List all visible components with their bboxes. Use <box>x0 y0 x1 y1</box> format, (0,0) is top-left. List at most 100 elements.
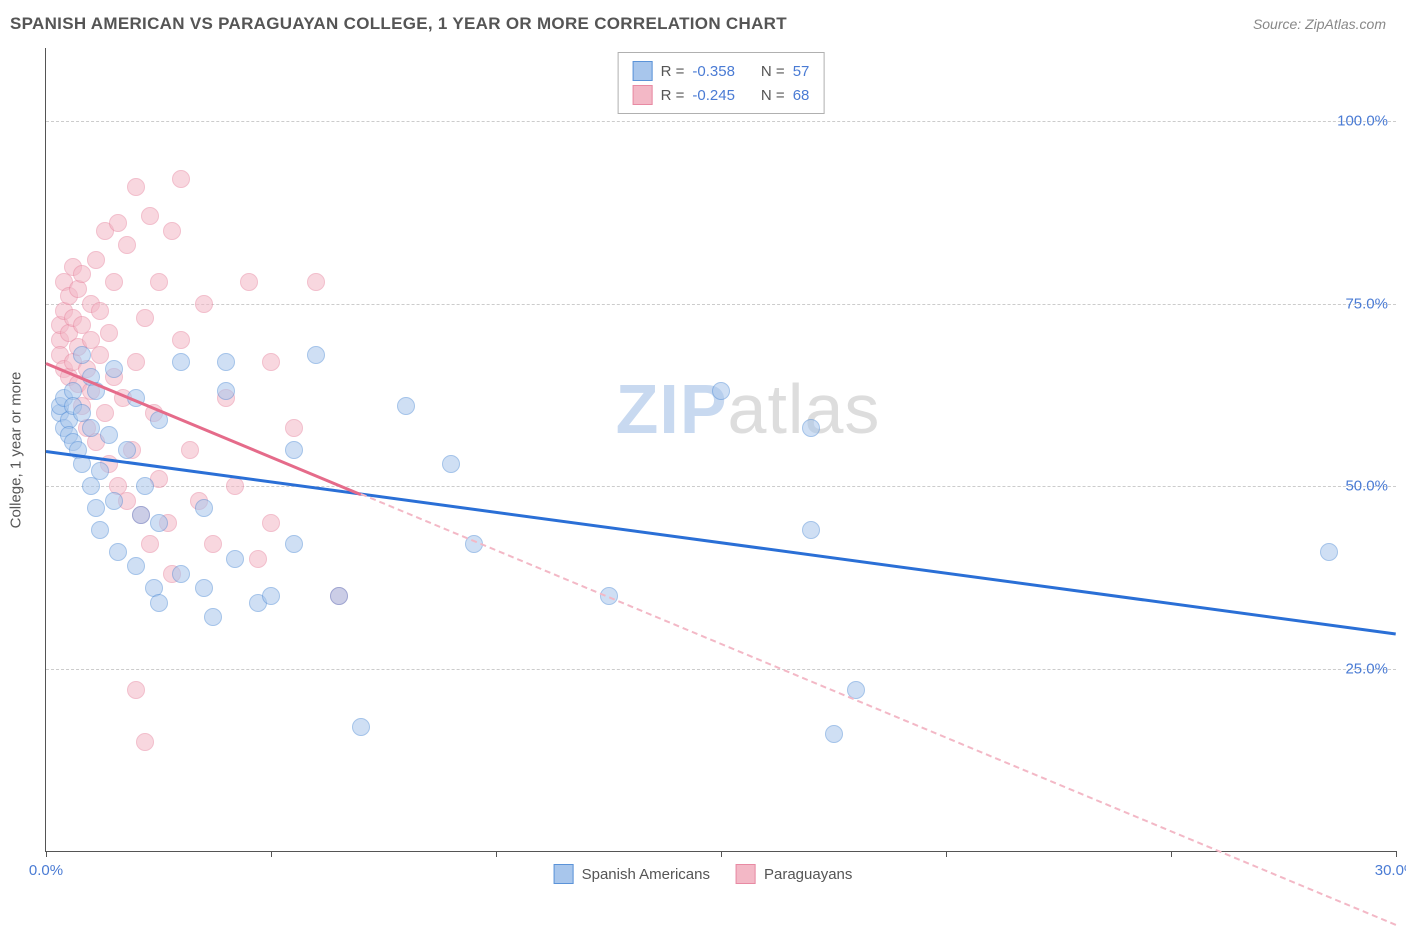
scatter-point-paraguayan <box>127 353 145 371</box>
chart-area: College, 1 year or more ZIPatlas 25.0%50… <box>45 48 1396 852</box>
scatter-point-paraguayan <box>226 477 244 495</box>
scatter-point-spanish <box>217 382 235 400</box>
legend-n-label: N = <box>761 87 785 104</box>
y-tick-label: 75.0% <box>1345 295 1388 312</box>
scatter-point-spanish <box>204 608 222 626</box>
scatter-point-paraguayan <box>150 273 168 291</box>
plot-region: ZIPatlas 25.0%50.0%75.0%100.0%0.0%30.0%R… <box>46 48 1396 851</box>
scatter-point-spanish <box>1320 543 1338 561</box>
legend-n-label: N = <box>761 63 785 80</box>
trendline <box>46 450 1396 635</box>
scatter-point-spanish <box>802 521 820 539</box>
legend-n-value: 57 <box>793 63 810 80</box>
scatter-point-paraguayan <box>127 178 145 196</box>
correlation-legend-row: R = -0.245 N = 68 <box>633 83 810 107</box>
scatter-point-spanish <box>397 397 415 415</box>
scatter-point-paraguayan <box>240 273 258 291</box>
legend-item: Paraguayans <box>736 864 852 884</box>
scatter-point-spanish <box>136 477 154 495</box>
scatter-point-paraguayan <box>172 170 190 188</box>
scatter-point-paraguayan <box>262 514 280 532</box>
scatter-point-paraguayan <box>163 222 181 240</box>
scatter-point-spanish <box>442 455 460 473</box>
watermark: ZIPatlas <box>616 369 881 449</box>
scatter-point-paraguayan <box>195 295 213 313</box>
gridline-horizontal <box>46 486 1396 487</box>
y-tick-label: 50.0% <box>1345 478 1388 495</box>
x-tick-label: 0.0% <box>29 862 63 879</box>
scatter-point-paraguayan <box>91 346 109 364</box>
scatter-point-spanish <box>105 492 123 510</box>
legend-swatch <box>554 864 574 884</box>
scatter-point-spanish <box>91 521 109 539</box>
scatter-point-paraguayan <box>100 324 118 342</box>
scatter-point-spanish <box>100 426 118 444</box>
scatter-point-spanish <box>285 535 303 553</box>
legend-n-value: 68 <box>793 87 810 104</box>
scatter-point-paraguayan <box>307 273 325 291</box>
x-tick-mark <box>271 851 272 857</box>
scatter-point-spanish <box>118 441 136 459</box>
trendline <box>361 493 1397 926</box>
scatter-point-paraguayan <box>109 214 127 232</box>
legend-swatch <box>633 85 653 105</box>
scatter-point-spanish <box>105 360 123 378</box>
legend-swatch <box>633 61 653 81</box>
gridline-horizontal <box>46 121 1396 122</box>
scatter-point-spanish <box>330 587 348 605</box>
x-tick-mark <box>1396 851 1397 857</box>
legend-item: Spanish Americans <box>554 864 710 884</box>
scatter-point-spanish <box>217 353 235 371</box>
scatter-point-spanish <box>195 579 213 597</box>
gridline-horizontal <box>46 669 1396 670</box>
scatter-point-paraguayan <box>141 207 159 225</box>
scatter-point-spanish <box>172 565 190 583</box>
x-tick-mark <box>46 851 47 857</box>
scatter-point-paraguayan <box>127 681 145 699</box>
scatter-point-paraguayan <box>249 550 267 568</box>
legend-swatch <box>736 864 756 884</box>
y-tick-label: 100.0% <box>1337 113 1388 130</box>
scatter-point-spanish <box>262 587 280 605</box>
scatter-point-spanish <box>226 550 244 568</box>
scatter-point-paraguayan <box>105 273 123 291</box>
scatter-point-paraguayan <box>118 236 136 254</box>
scatter-point-paraguayan <box>96 404 114 422</box>
correlation-legend: R = -0.358 N = 57 R = -0.245 N = 68 <box>618 52 825 114</box>
scatter-point-paraguayan <box>181 441 199 459</box>
y-tick-label: 25.0% <box>1345 660 1388 677</box>
scatter-point-spanish <box>127 557 145 575</box>
scatter-point-spanish <box>91 462 109 480</box>
scatter-point-paraguayan <box>87 251 105 269</box>
source-label: Source: ZipAtlas.com <box>1253 16 1386 32</box>
scatter-point-spanish <box>712 382 730 400</box>
y-axis-title: College, 1 year or more <box>8 371 25 528</box>
scatter-point-paraguayan <box>136 309 154 327</box>
legend-r-value: -0.245 <box>692 87 735 104</box>
x-tick-mark <box>721 851 722 857</box>
scatter-point-paraguayan <box>136 733 154 751</box>
scatter-point-spanish <box>87 499 105 517</box>
x-tick-mark <box>1171 851 1172 857</box>
scatter-point-spanish <box>150 514 168 532</box>
x-tick-mark <box>946 851 947 857</box>
scatter-point-paraguayan <box>204 535 222 553</box>
legend-bottom: Spanish Americans Paraguayans <box>554 864 853 884</box>
scatter-point-spanish <box>802 419 820 437</box>
x-tick-mark <box>496 851 497 857</box>
legend-r-label: R = <box>661 87 685 104</box>
scatter-point-paraguayan <box>73 265 91 283</box>
legend-series-label: Paraguayans <box>764 866 852 883</box>
scatter-point-paraguayan <box>285 419 303 437</box>
scatter-point-spanish <box>825 725 843 743</box>
scatter-point-spanish <box>285 441 303 459</box>
legend-series-label: Spanish Americans <box>582 866 710 883</box>
scatter-point-spanish <box>73 346 91 364</box>
legend-r-label: R = <box>661 63 685 80</box>
x-tick-label: 30.0% <box>1375 862 1406 879</box>
scatter-point-paraguayan <box>91 302 109 320</box>
scatter-point-paraguayan <box>262 353 280 371</box>
legend-r-value: -0.358 <box>692 63 735 80</box>
scatter-point-paraguayan <box>141 535 159 553</box>
gridline-horizontal <box>46 304 1396 305</box>
